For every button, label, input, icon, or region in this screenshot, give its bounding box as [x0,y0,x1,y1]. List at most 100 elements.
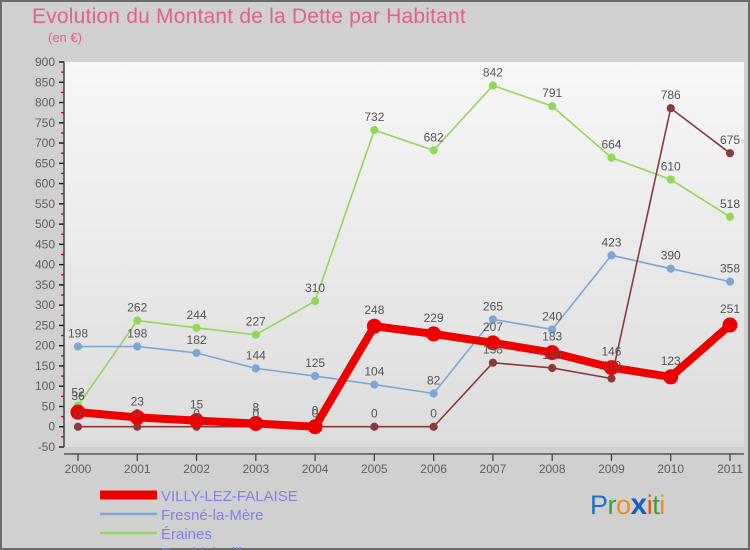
data-point [485,335,501,351]
y-tick-label: 0 [48,420,55,434]
data-point-label: 842 [483,66,503,80]
data-series-layer [70,81,738,435]
data-point [70,404,86,420]
data-point [370,125,379,135]
data-point [603,360,619,376]
data-point [666,264,675,273]
data-point-label: 0 [312,407,319,421]
data-point [370,380,379,389]
series-line-3 [77,107,731,428]
data-point-label: 732 [364,110,384,124]
data-point-label: 248 [364,303,384,317]
y-tick-label: 150 [35,359,55,373]
logo-letter-p: P [590,490,608,520]
y-tick-label: 300 [35,298,55,312]
data-point-label: 310 [305,281,325,295]
data-point-label: 0 [430,407,437,421]
data-point [429,146,438,155]
data-point [488,358,498,367]
y-tick-label: 100 [35,379,55,393]
x-tick-label: 2009 [598,462,625,476]
data-point-label: 145 [542,348,562,362]
y-tick-label: 550 [35,197,55,211]
y-tick-label: 400 [35,258,55,272]
data-point [607,251,616,260]
data-point-label: 423 [601,235,621,249]
x-tick-label: 2005 [361,462,388,476]
data-point [666,175,675,184]
data-point [488,81,498,90]
x-tick-label: 2008 [539,462,566,476]
data-point-label: 146 [601,345,621,359]
data-point-label: 244 [187,308,207,322]
data-point [310,371,320,381]
data-point-label: 125 [305,356,325,370]
data-point-label: 675 [720,133,740,147]
legend-label-3[interactable]: Damblainville [161,545,250,550]
data-point [129,409,145,425]
y-tick-label: 200 [35,339,55,353]
data-point-label: 144 [246,348,266,362]
data-point-label: 158 [483,343,503,357]
y-tick-label: 600 [35,177,55,191]
data-point-label: 518 [720,197,740,211]
x-tick-label: 2003 [242,462,269,476]
data-point [73,342,83,351]
data-point-label: 227 [246,315,266,329]
y-tick-label: 900 [35,55,55,69]
data-point [189,413,205,429]
x-tick-label: 2001 [124,462,151,476]
y-tick-label: 850 [35,75,55,89]
data-point-label: 198 [127,326,147,340]
data-point-label: 0 [312,404,319,418]
logo-letter-i1: i [646,490,653,520]
data-point-label: 8 [252,400,259,414]
data-point-label: 119 [602,359,621,373]
data-point [663,369,679,385]
data-point-label: 0 [75,407,82,421]
y-tick-label: 350 [35,278,55,292]
x-tick-label: 2004 [302,462,329,476]
data-point [366,318,382,334]
logo-letter-x: x [630,488,648,521]
y-tick-label: 700 [35,136,55,150]
data-point [429,389,438,398]
data-point-label: 15 [190,398,204,412]
legend-label-2[interactable]: Éraines [161,526,212,543]
proxiti-logo[interactable]: Proxiti [590,488,665,522]
page-title: Evolution du Montant de la Dette par Hab… [32,5,466,28]
data-point-label: 104 [364,365,384,379]
logo-letter-o: o [616,490,631,520]
data-point-label: 786 [661,88,681,102]
data-point-label: 0 [193,407,200,421]
legend-label-1[interactable]: Fresné-la-Mère [161,507,264,524]
data-point-label: 23 [131,394,145,408]
x-tick-label: 2000 [65,462,92,476]
series-line-1 [77,254,731,395]
legend-label-0[interactable]: VILLY-LEZ-FALAISE [161,488,298,505]
data-point [725,212,735,221]
data-point-label: 240 [542,309,562,323]
plot-background [64,62,744,447]
x-tick-label: 2011 [717,462,743,476]
y-tick-label: -50 [38,440,56,454]
data-point-label: 610 [661,160,681,174]
data-point [725,277,735,286]
y-axis-labels: -50 0 50 100 150 200 250 300 350 400 450 500 550 600 6… [35,55,55,454]
y-tick-label: 50 [42,399,56,413]
data-point [488,315,498,324]
data-point-label: 664 [601,138,621,152]
data-point-label: 52 [71,386,85,400]
x-axis-ticks [77,454,731,461]
logo-letter-t: t [652,490,660,520]
data-point-label: 207 [483,320,503,334]
data-point [307,419,323,435]
y-tick-label: 650 [35,156,55,170]
data-point [310,297,320,306]
data-point-label: 182 [187,333,207,347]
data-point-label: 251 [720,302,740,316]
data-point-label: 682 [424,130,444,144]
data-point-label: 358 [720,262,740,276]
data-point [251,330,260,339]
data-point-label: 229 [424,311,444,325]
